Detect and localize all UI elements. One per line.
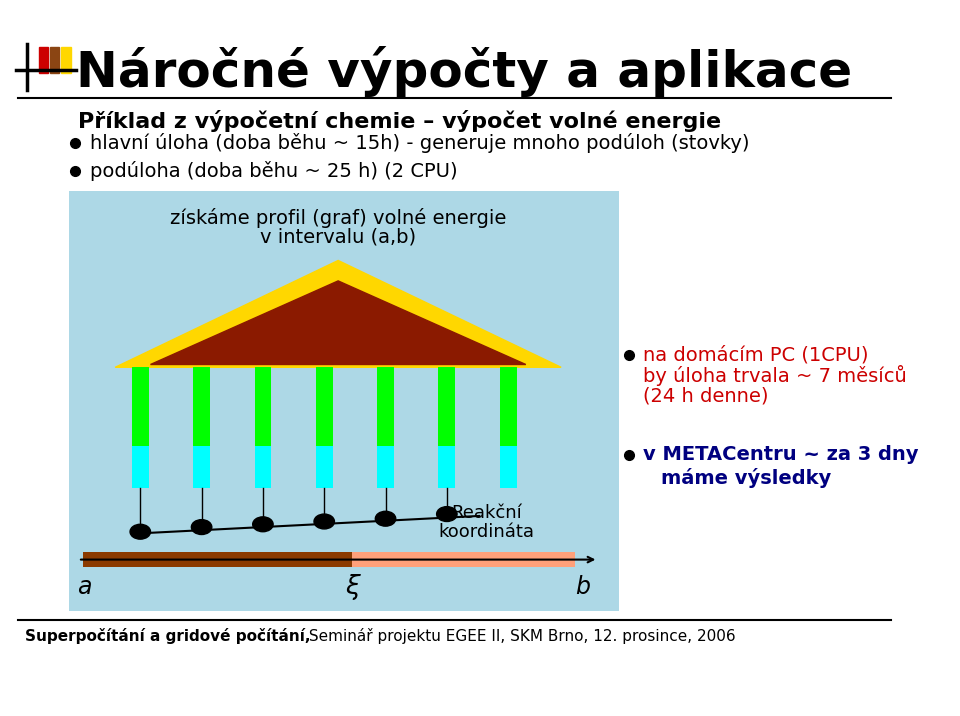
Bar [316,446,332,488]
Bar [39,47,48,73]
Text: b: b [575,576,590,599]
Bar [316,367,332,446]
Text: by úloha trvala ~ 7 měsíců: by úloha trvala ~ 7 měsíců [643,365,906,386]
Text: získáme profil (graf) volné energie: získáme profil (graf) volné energie [170,208,506,228]
Text: ξ: ξ [345,574,359,601]
Text: máme výsledky: máme výsledky [661,468,831,488]
Bar [83,552,352,567]
Text: hlavní úloha (doba běhu ~ 15h) - generuje mnoho podúloh (stovky): hlavní úloha (doba běhu ~ 15h) - generuj… [90,133,750,153]
Bar [500,367,516,446]
Bar [193,367,210,446]
Text: podúloha (doba běhu ~ 25 h) (2 CPU): podúloha (doba běhu ~ 25 h) (2 CPU) [90,161,458,181]
Text: v intervalu (a,b): v intervalu (a,b) [260,228,417,247]
Text: na domácím PC (1CPU): na domácím PC (1CPU) [643,346,869,364]
Bar [254,367,272,446]
Text: v METACentru ~ za 3 dny: v METACentru ~ za 3 dny [643,445,919,464]
Text: Náročné výpočty a aplikace: Náročné výpočty a aplikace [76,47,852,97]
Bar [500,446,516,488]
Bar [132,367,149,446]
Bar [193,446,210,488]
Bar [61,47,71,73]
Bar [352,552,575,567]
Ellipse shape [130,524,151,539]
Text: Superpočítání a gridové počítání,: Superpočítání a gridové počítání, [25,628,311,644]
Ellipse shape [437,507,457,521]
Text: Reakční: Reakční [451,504,522,522]
Bar [377,367,394,446]
Ellipse shape [191,520,212,535]
Text: a: a [78,576,92,599]
Polygon shape [151,281,526,364]
Ellipse shape [375,511,396,526]
Bar [50,47,60,73]
Polygon shape [115,261,561,367]
Bar [132,446,149,488]
Ellipse shape [252,517,274,532]
Bar [439,446,455,488]
Text: koordináta: koordináta [439,523,535,541]
Bar [69,190,618,611]
Text: Příklad z výpočetní chemie – výpočet volné energie: Příklad z výpočetní chemie – výpočet vol… [78,110,721,132]
Ellipse shape [314,514,334,529]
Bar [439,367,455,446]
Bar [377,446,394,488]
Text: Seminář projektu EGEE II, SKM Brno, 12. prosince, 2006: Seminář projektu EGEE II, SKM Brno, 12. … [303,628,735,644]
Text: (24 h denne): (24 h denne) [643,387,768,405]
Bar [254,446,272,488]
